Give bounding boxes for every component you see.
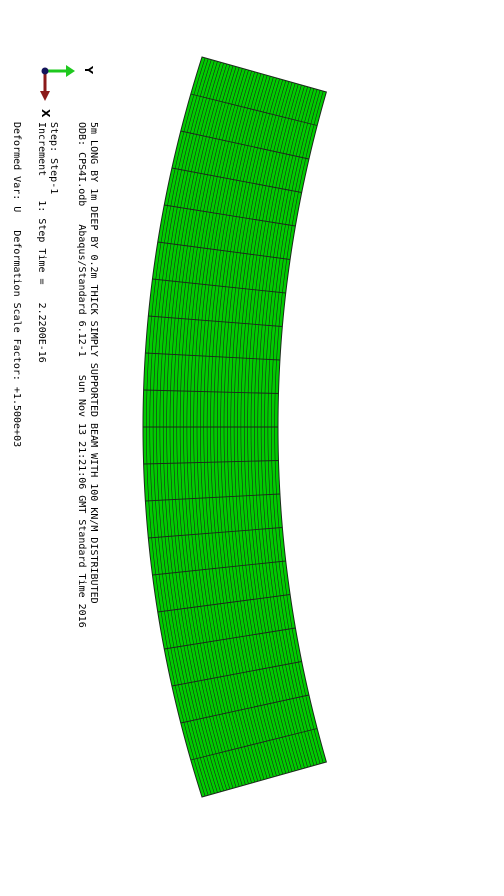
mesh-line-longitudinal	[206, 73, 262, 781]
triad-y-arrowhead	[66, 65, 75, 77]
mesh-line-longitudinal	[267, 89, 318, 765]
mesh-line-longitudinal	[189, 69, 246, 785]
mesh-line-longitudinal	[240, 82, 293, 772]
triad-x-arrowhead	[40, 91, 50, 101]
mesh-line-longitudinal	[223, 77, 277, 777]
deformed-beam-mesh	[142, 56, 327, 798]
mesh-line-longitudinal	[159, 61, 218, 793]
mesh-line-longitudinal	[254, 85, 305, 769]
mesh-line-longitudinal	[247, 84, 299, 770]
increment-label: Increment 1: Step Time = 2.2200E-16	[36, 122, 47, 363]
title-line-1: 5m LONG BY 1m DEEP BY 0.2m THICK SIMPLY …	[88, 122, 99, 604]
mesh-line-longitudinal	[227, 78, 280, 776]
mesh-line-longitudinal	[146, 57, 206, 797]
mesh-line-longitudinal	[183, 67, 240, 787]
mesh-line-longitudinal	[200, 71, 256, 783]
deformation-label: Deformed Var: U Deformation Scale Factor…	[11, 122, 22, 448]
triad-z-axis	[41, 67, 49, 75]
title-line-2: ODB: CPS4I.odb Abaqus/Standard 6.12-1 Su…	[76, 122, 87, 628]
mesh-line-longitudinal	[274, 91, 324, 763]
coordinate-triad	[40, 65, 75, 101]
mesh-line-longitudinal	[233, 80, 287, 774]
mesh-line-longitudinal	[257, 86, 308, 768]
mesh-line-longitudinal	[166, 63, 224, 791]
mesh-line-longitudinal	[270, 90, 321, 764]
triad-x-label: X	[39, 109, 52, 118]
mesh-line-longitudinal	[196, 70, 252, 784]
mesh-line-longitudinal	[250, 84, 302, 770]
mesh-line-longitudinal	[260, 87, 312, 767]
mesh-line-longitudinal	[203, 72, 259, 782]
mesh-line-longitudinal	[186, 68, 243, 786]
mesh-line-longitudinal	[193, 70, 249, 784]
mesh-line-longitudinal	[152, 59, 212, 795]
mesh-line-longitudinal	[216, 76, 271, 778]
mesh-line-longitudinal	[173, 64, 231, 790]
mesh-line-longitudinal	[243, 83, 296, 771]
mesh-line-longitudinal	[237, 81, 290, 773]
mesh-line-longitudinal	[220, 77, 274, 777]
mesh-line-longitudinal	[169, 63, 228, 791]
step-label: Step: Step-1	[48, 122, 59, 195]
mesh-line-longitudinal	[213, 75, 268, 779]
mesh-line-longitudinal	[176, 65, 234, 789]
mesh-line-longitudinal	[210, 74, 265, 780]
mesh-line-longitudinal	[156, 60, 215, 794]
triad-y-label: Y	[82, 66, 95, 74]
mesh-line-longitudinal	[264, 88, 315, 766]
mesh-line-longitudinal	[179, 66, 237, 788]
mesh-line-longitudinal	[162, 62, 221, 792]
mesh-line-longitudinal	[230, 79, 284, 775]
mesh-line-longitudinal	[149, 58, 209, 796]
